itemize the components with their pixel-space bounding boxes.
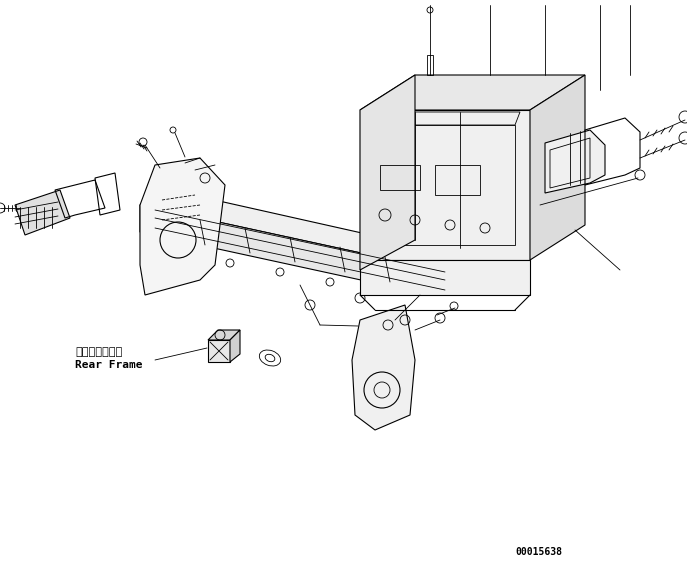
Polygon shape <box>360 75 585 110</box>
Text: 00015638: 00015638 <box>515 547 562 557</box>
Polygon shape <box>15 190 70 235</box>
Polygon shape <box>140 205 430 295</box>
Polygon shape <box>140 190 460 268</box>
Polygon shape <box>352 305 415 430</box>
Polygon shape <box>208 340 230 362</box>
Polygon shape <box>360 260 530 295</box>
Polygon shape <box>360 110 530 260</box>
Polygon shape <box>360 75 415 270</box>
Polygon shape <box>530 75 585 260</box>
Polygon shape <box>545 130 605 193</box>
Text: リヤーフレーム: リヤーフレーム <box>75 347 122 357</box>
Polygon shape <box>140 158 225 295</box>
Polygon shape <box>230 330 240 362</box>
Text: Rear Frame: Rear Frame <box>75 360 142 370</box>
Polygon shape <box>208 330 240 340</box>
